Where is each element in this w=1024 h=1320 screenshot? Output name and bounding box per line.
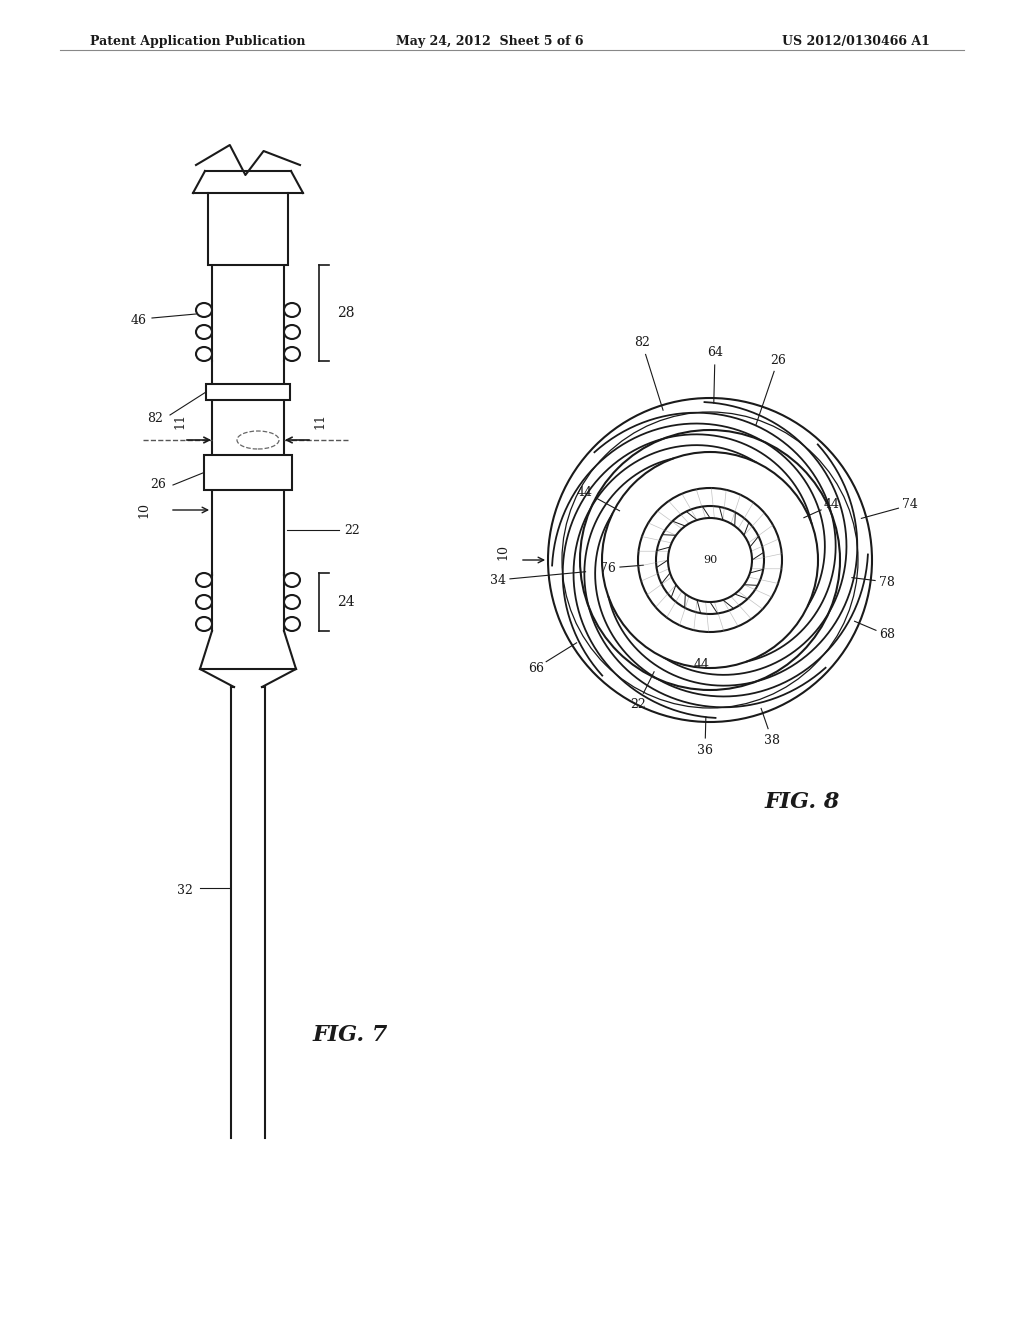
Text: 36: 36 bbox=[697, 743, 713, 756]
Circle shape bbox=[668, 517, 752, 602]
Text: 78: 78 bbox=[879, 576, 895, 589]
Ellipse shape bbox=[284, 304, 300, 317]
Text: 64: 64 bbox=[707, 346, 723, 359]
Ellipse shape bbox=[196, 325, 212, 339]
Ellipse shape bbox=[284, 325, 300, 339]
Text: 44: 44 bbox=[577, 486, 593, 499]
Bar bbox=[208, 193, 288, 265]
Bar bbox=[204, 455, 292, 490]
Text: 11: 11 bbox=[173, 413, 186, 429]
Text: 34: 34 bbox=[490, 573, 506, 586]
Text: May 24, 2012  Sheet 5 of 6: May 24, 2012 Sheet 5 of 6 bbox=[396, 36, 584, 48]
Text: 10: 10 bbox=[137, 502, 151, 517]
Text: 66: 66 bbox=[528, 661, 544, 675]
Text: FIG. 7: FIG. 7 bbox=[313, 1024, 388, 1045]
Ellipse shape bbox=[196, 304, 212, 317]
Text: 74: 74 bbox=[902, 499, 918, 511]
Text: 82: 82 bbox=[634, 337, 650, 350]
Text: 76: 76 bbox=[600, 561, 616, 574]
Text: 44: 44 bbox=[824, 499, 840, 511]
Text: 26: 26 bbox=[151, 479, 166, 491]
Text: 22: 22 bbox=[630, 697, 646, 710]
Text: 46: 46 bbox=[131, 314, 147, 326]
Text: US 2012/0130466 A1: US 2012/0130466 A1 bbox=[782, 36, 930, 48]
Text: 26: 26 bbox=[770, 354, 786, 367]
Ellipse shape bbox=[196, 573, 212, 587]
Ellipse shape bbox=[284, 347, 300, 360]
Ellipse shape bbox=[284, 616, 300, 631]
Text: Patent Application Publication: Patent Application Publication bbox=[90, 36, 305, 48]
Text: 10: 10 bbox=[497, 544, 510, 560]
Ellipse shape bbox=[284, 595, 300, 609]
Ellipse shape bbox=[196, 347, 212, 360]
Ellipse shape bbox=[284, 573, 300, 587]
Text: 24: 24 bbox=[337, 595, 354, 609]
Text: 68: 68 bbox=[879, 628, 895, 642]
Ellipse shape bbox=[196, 616, 212, 631]
Text: 90: 90 bbox=[702, 554, 717, 565]
Text: 11: 11 bbox=[313, 413, 327, 429]
Text: 44: 44 bbox=[694, 659, 710, 672]
Ellipse shape bbox=[196, 595, 212, 609]
Text: 22: 22 bbox=[344, 524, 359, 536]
Text: 82: 82 bbox=[147, 412, 163, 425]
Text: FIG. 8: FIG. 8 bbox=[765, 791, 841, 813]
Text: 28: 28 bbox=[337, 306, 354, 319]
Text: 32: 32 bbox=[177, 883, 193, 896]
Bar bbox=[206, 384, 290, 400]
Text: 38: 38 bbox=[764, 734, 780, 747]
